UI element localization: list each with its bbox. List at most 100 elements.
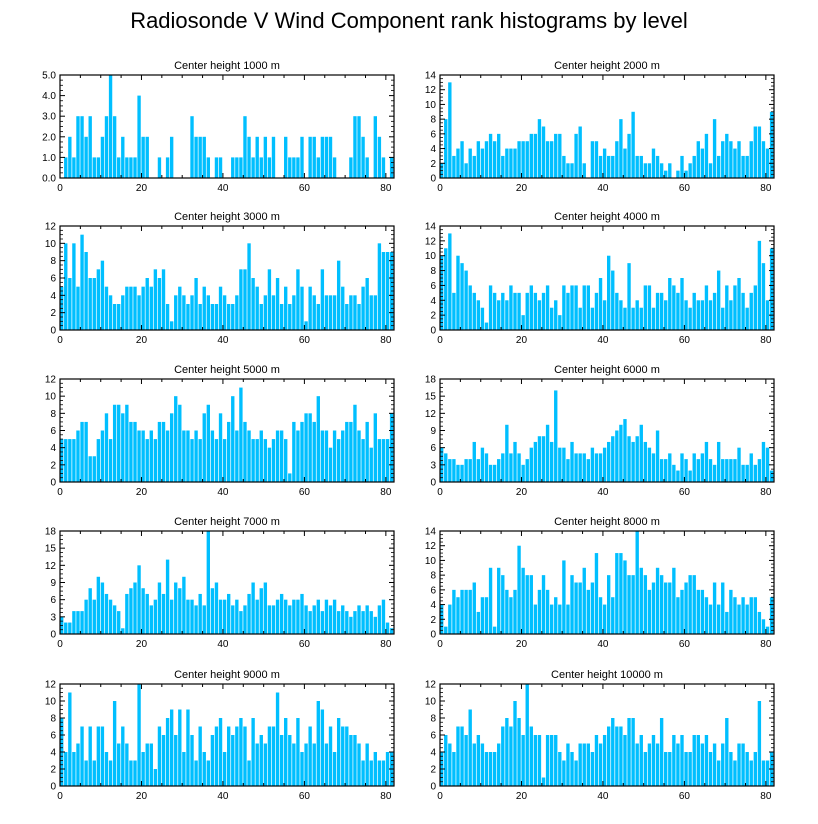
histogram-bar xyxy=(721,141,725,178)
histogram-bar xyxy=(133,286,137,330)
histogram-bar xyxy=(100,136,105,178)
histogram-bar xyxy=(464,270,468,330)
histogram-bar xyxy=(100,726,105,786)
histogram-bar xyxy=(68,278,72,330)
y-tick-label: 4 xyxy=(50,443,56,454)
histogram-bar xyxy=(64,752,68,786)
histogram-bar xyxy=(533,292,538,330)
histogram-bar xyxy=(231,304,235,330)
histogram-bar xyxy=(247,243,251,330)
panel-title: Center height 2000 m xyxy=(554,60,660,72)
histogram-bar xyxy=(566,459,570,482)
histogram-bar xyxy=(92,456,96,482)
histogram-bar xyxy=(513,589,517,634)
histogram-bar xyxy=(602,604,607,634)
histogram-bar xyxy=(448,82,452,178)
histogram-bar xyxy=(243,116,247,178)
panel-title: Center height 10000 m xyxy=(551,669,663,681)
histogram-bar xyxy=(549,735,554,786)
histogram-bar xyxy=(251,278,255,330)
histogram-bar xyxy=(227,593,231,634)
histogram-bar xyxy=(655,567,660,634)
x-tick-label: 80 xyxy=(760,639,772,650)
x-tick-label: 80 xyxy=(760,791,772,802)
histogram-bar xyxy=(76,430,80,482)
histogram-bar xyxy=(541,126,546,178)
y-tick-label: 1.0 xyxy=(42,153,56,164)
histogram-bar xyxy=(194,430,198,482)
histogram-bar xyxy=(452,589,456,634)
histogram-bar xyxy=(602,735,607,786)
x-tick-label: 80 xyxy=(760,335,772,346)
x-tick-label: 20 xyxy=(516,791,528,802)
x-tick-label: 80 xyxy=(380,335,392,346)
histogram-bar xyxy=(96,726,101,786)
histogram-bar xyxy=(741,292,745,330)
histogram-bar xyxy=(688,307,692,330)
histogram-bar xyxy=(525,575,529,634)
histogram-bar xyxy=(353,611,357,634)
histogram-bar xyxy=(161,593,166,634)
y-tick-label: 2 xyxy=(430,311,436,322)
histogram-bar xyxy=(647,163,652,178)
histogram-bar xyxy=(668,163,672,178)
histogram-bar xyxy=(700,589,705,634)
histogram-bar xyxy=(448,233,452,330)
histogram-bar xyxy=(251,157,255,178)
histogram-panel: Center height 6000 m 0 20 40 60 80 0 3 6 9 12 15 18 xyxy=(425,364,775,498)
histogram-bar xyxy=(631,307,635,330)
panel-title: Center height 9000 m xyxy=(174,669,280,681)
x-tick-label: 40 xyxy=(217,335,229,346)
histogram-bar xyxy=(80,611,84,634)
histogram-bar xyxy=(149,286,153,330)
histogram-bar xyxy=(488,133,493,178)
histogram-bar xyxy=(505,300,509,330)
histogram-bar xyxy=(292,743,296,786)
histogram-bar xyxy=(377,605,382,634)
histogram-bar xyxy=(284,439,288,482)
histogram-bar xyxy=(263,582,268,634)
histogram-bar xyxy=(716,155,721,178)
histogram-bar xyxy=(594,553,599,634)
histogram-bar xyxy=(647,743,652,786)
y-tick-label: 10 xyxy=(45,392,57,403)
histogram-bar xyxy=(178,709,182,786)
histogram-bar xyxy=(737,743,741,786)
histogram-bar xyxy=(145,593,149,634)
histogram-bar xyxy=(296,430,300,482)
histogram-bar xyxy=(64,622,68,634)
histogram-bar xyxy=(157,582,162,634)
histogram-bar xyxy=(623,419,627,482)
histogram-bar xyxy=(672,567,676,634)
histogram-bar xyxy=(521,464,525,482)
histogram-bar xyxy=(484,453,489,482)
y-tick-label: 10 xyxy=(45,239,57,250)
histogram-bar xyxy=(708,604,713,634)
histogram-bar xyxy=(125,743,129,786)
histogram-bar xyxy=(692,575,696,634)
histogram-bar xyxy=(684,582,688,634)
histogram-bar xyxy=(509,453,513,482)
histogram-bar xyxy=(320,611,325,634)
histogram-bar xyxy=(684,752,688,786)
histogram-bar xyxy=(460,589,464,634)
histogram-bar xyxy=(165,430,170,482)
histogram-bar xyxy=(521,567,525,634)
histogram-bar xyxy=(476,611,481,634)
histogram-bar xyxy=(497,459,501,482)
histogram-bar xyxy=(247,136,251,178)
histogram-bar xyxy=(316,396,320,482)
histogram-bar xyxy=(300,286,304,330)
panel-title: Center height 4000 m xyxy=(554,211,660,223)
y-tick-label: 6 xyxy=(50,595,56,606)
histogram-bar xyxy=(202,286,206,330)
histogram-bar xyxy=(615,430,619,482)
histogram-bar xyxy=(574,760,578,786)
histogram-bar xyxy=(753,126,757,178)
histogram-bar xyxy=(456,464,460,482)
histogram-bar xyxy=(125,286,129,330)
histogram-bar xyxy=(271,439,276,482)
histogram-bar xyxy=(288,605,292,634)
y-tick-label: 0 xyxy=(50,782,56,793)
histogram-bar xyxy=(222,599,227,634)
